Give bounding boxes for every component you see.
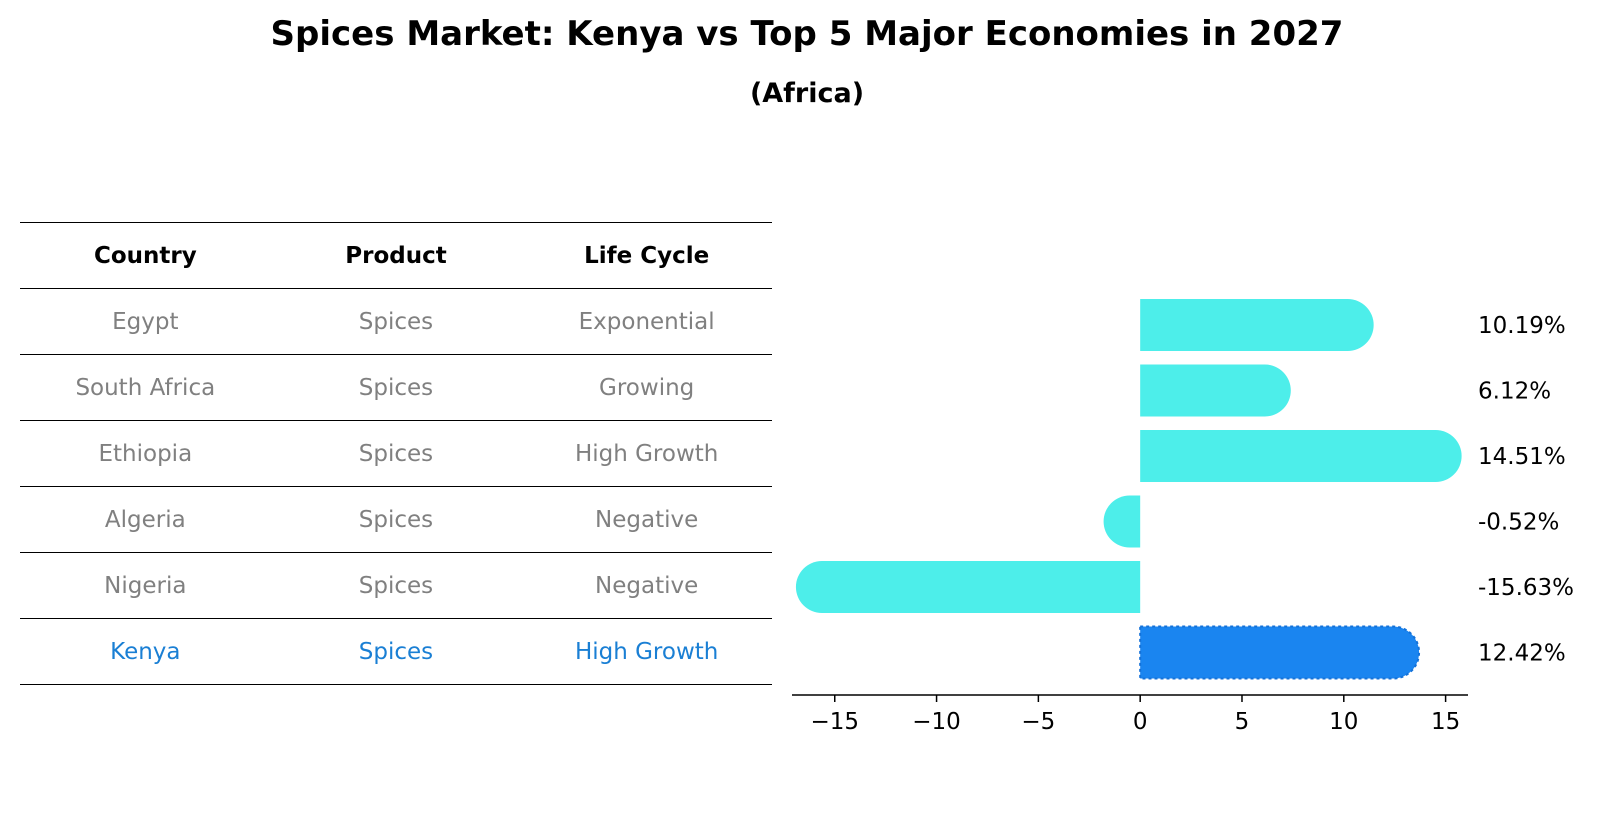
header-country: Country xyxy=(20,222,271,289)
x-tick-label: −10 xyxy=(912,709,961,735)
cell-country: South Africa xyxy=(20,354,271,421)
table-row-highlight: Kenya Spices High Growth xyxy=(20,618,772,685)
bar-value-label: 12.42% xyxy=(1478,641,1566,667)
table-row: Ethiopia Spices High Growth xyxy=(20,420,772,487)
bar-shape xyxy=(1140,430,1462,482)
cell-product: Spices xyxy=(270,552,522,619)
x-tick-label: −15 xyxy=(810,709,859,735)
x-tick-label: −5 xyxy=(1021,709,1055,735)
cell-product: Spices xyxy=(270,618,522,685)
table-header-row: Country Product Life Cycle xyxy=(20,222,772,289)
bar-south-africa xyxy=(1140,364,1291,417)
table-row: Egypt Spices Exponential xyxy=(20,288,772,355)
bar-shape xyxy=(1103,495,1141,548)
table-row: Algeria Spices Negative xyxy=(20,486,772,553)
bar-egypt xyxy=(1140,299,1374,351)
cell-product: Spices xyxy=(270,354,522,421)
bar-algeria xyxy=(1103,495,1141,548)
x-tick-label: 10 xyxy=(1329,709,1358,735)
bar-value-label: 10.19% xyxy=(1478,313,1566,339)
x-tick-label: 15 xyxy=(1431,709,1460,735)
cell-product: Spices xyxy=(270,486,522,553)
cell-life-cycle: Negative xyxy=(521,552,772,619)
cell-product: Spices xyxy=(270,288,522,355)
cell-country: Kenya xyxy=(20,618,271,685)
bar-shape xyxy=(1140,364,1291,417)
bar-nigeria xyxy=(795,561,1141,613)
cell-life-cycle: Growing xyxy=(521,354,772,421)
header-life-cycle: Life Cycle xyxy=(521,222,772,289)
cell-country: Ethiopia xyxy=(20,420,271,487)
bar-value-label: 6.12% xyxy=(1478,379,1551,405)
chart-title: Spices Market: Kenya vs Top 5 Major Econ… xyxy=(270,14,1344,54)
table-row: Nigeria Spices Negative xyxy=(20,552,772,619)
bar-ethiopia xyxy=(1140,430,1462,482)
cell-life-cycle: High Growth xyxy=(521,618,772,685)
bar-shape xyxy=(1140,299,1374,351)
cell-country: Nigeria xyxy=(20,552,271,619)
bar-value-label: -0.52% xyxy=(1478,510,1559,536)
cell-life-cycle: Negative xyxy=(521,486,772,553)
bar-value-label: 14.51% xyxy=(1478,444,1566,470)
bar-shape xyxy=(795,561,1141,613)
chart-subtitle: (Africa) xyxy=(749,78,865,109)
cell-life-cycle: High Growth xyxy=(521,420,772,487)
header-product: Product xyxy=(270,222,522,289)
cell-country: Egypt xyxy=(20,288,271,355)
x-tick-label: 0 xyxy=(1133,709,1148,735)
table-row: South Africa Spices Growing xyxy=(20,354,772,421)
market-table: Country Product Life Cycle Egypt Spices … xyxy=(20,222,772,685)
bar-shape xyxy=(1139,625,1421,680)
bar-kenya xyxy=(1139,625,1421,680)
cell-life-cycle: Exponential xyxy=(521,288,772,355)
bar-value-label: -15.63% xyxy=(1478,575,1574,601)
cell-country: Algeria xyxy=(20,486,271,553)
cell-product: Spices xyxy=(270,420,522,487)
x-tick-label: 5 xyxy=(1235,709,1250,735)
